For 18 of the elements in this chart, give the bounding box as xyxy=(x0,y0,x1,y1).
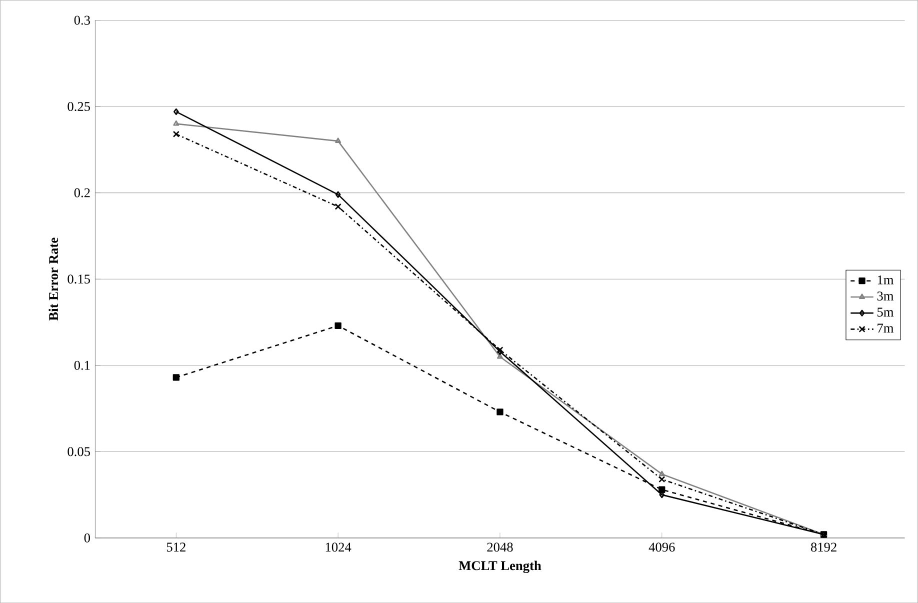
y-tick-label: 0.05 xyxy=(68,447,90,456)
x-tick-label: 2048 xyxy=(487,542,513,552)
y-tick-label: 0.3 xyxy=(74,16,90,25)
x-tick-label: 4096 xyxy=(648,542,675,552)
y-tick-label: 0.2 xyxy=(74,188,90,198)
y-tick-label: 0.25 xyxy=(68,102,90,111)
legend-label: 7m xyxy=(878,324,894,332)
x-tick-label: 1024 xyxy=(326,542,352,552)
legend-label: 5m xyxy=(878,308,894,317)
y-tick-label: 0 xyxy=(84,533,90,542)
x-tick-label: 512 xyxy=(166,542,186,552)
y-axis-title: Bit Error Rate xyxy=(48,238,58,320)
x-axis-title: MCLT Length xyxy=(458,560,542,573)
legend-label: 1m xyxy=(878,275,894,284)
x-tick-label: 8192 xyxy=(810,542,836,552)
y-tick-label: 0.15 xyxy=(68,274,90,284)
legend-label: 3m xyxy=(877,292,894,300)
y-tick-label: 0.1 xyxy=(74,360,90,370)
